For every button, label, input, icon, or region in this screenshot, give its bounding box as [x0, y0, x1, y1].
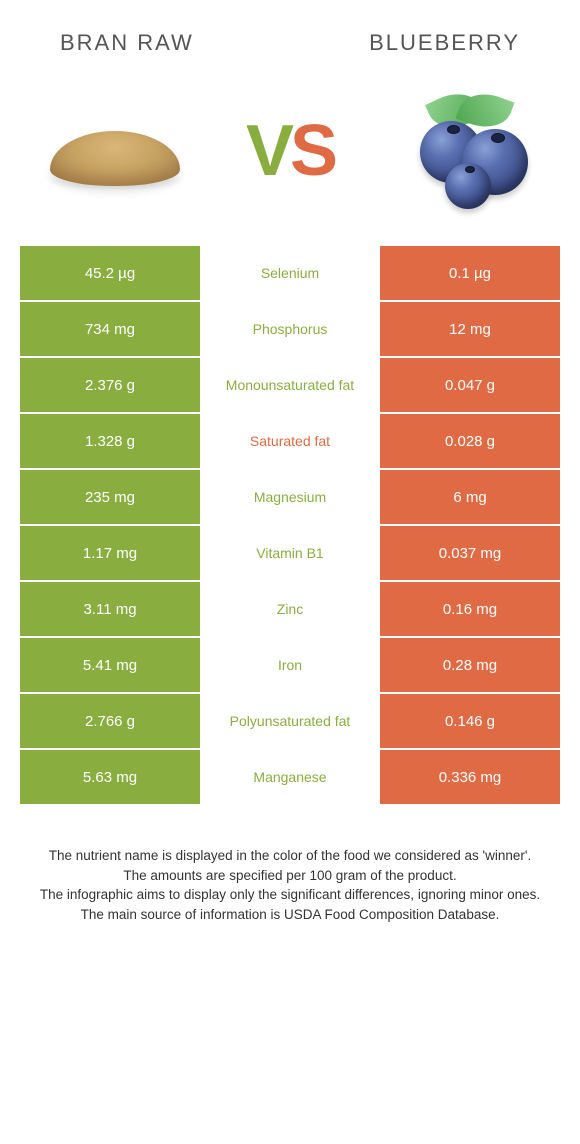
blueberry-image [380, 86, 550, 216]
nutrient-label: Saturated fat [200, 414, 380, 470]
value-right: 0.047 g [380, 358, 560, 414]
footer-line: The main source of information is USDA F… [30, 905, 550, 925]
table-row: 235 mgMagnesium6 mg [20, 470, 560, 526]
nutrient-label: Magnesium [200, 470, 380, 526]
nutrient-label: Polyunsaturated fat [200, 694, 380, 750]
value-left: 45.2 µg [20, 246, 200, 302]
table-row: 2.766 gPolyunsaturated fat0.146 g [20, 694, 560, 750]
table-row: 1.17 mgVitamin B10.037 mg [20, 526, 560, 582]
vs-v: V [246, 111, 290, 191]
table-row: 3.11 mgZinc0.16 mg [20, 582, 560, 638]
vs-label: VS [246, 115, 334, 187]
value-right: 0.037 mg [380, 526, 560, 582]
value-right: 12 mg [380, 302, 560, 358]
value-right: 0.146 g [380, 694, 560, 750]
vs-s: S [290, 111, 334, 191]
hero-row: VS [0, 66, 580, 246]
value-left: 1.17 mg [20, 526, 200, 582]
table-row: 2.376 gMonounsaturated fat0.047 g [20, 358, 560, 414]
value-left: 2.376 g [20, 358, 200, 414]
value-right: 6 mg [380, 470, 560, 526]
value-left: 5.41 mg [20, 638, 200, 694]
nutrient-label: Zinc [200, 582, 380, 638]
value-right: 0.16 mg [380, 582, 560, 638]
title-left: BRAN RAW [50, 30, 290, 56]
footer-line: The infographic aims to display only the… [30, 885, 550, 905]
value-left: 5.63 mg [20, 750, 200, 806]
comparison-infographic: BRAN RAW BLUEBERRY VS 45.2 µgSelenium0.1… [0, 0, 580, 924]
table-row: 734 mgPhosphorus12 mg [20, 302, 560, 358]
nutrient-label: Monounsaturated fat [200, 358, 380, 414]
table-row: 45.2 µgSelenium0.1 µg [20, 246, 560, 302]
value-right: 0.028 g [380, 414, 560, 470]
value-left: 2.766 g [20, 694, 200, 750]
footer-line: The nutrient name is displayed in the co… [30, 846, 550, 866]
nutrient-label: Selenium [200, 246, 380, 302]
table-row: 5.63 mgManganese0.336 mg [20, 750, 560, 806]
nutrient-label: Iron [200, 638, 380, 694]
footer-notes: The nutrient name is displayed in the co… [0, 806, 580, 924]
value-right: 0.1 µg [380, 246, 560, 302]
value-left: 1.328 g [20, 414, 200, 470]
value-right: 0.28 mg [380, 638, 560, 694]
table-row: 5.41 mgIron0.28 mg [20, 638, 560, 694]
footer-line: The amounts are specified per 100 gram o… [30, 866, 550, 886]
nutrient-label: Vitamin B1 [200, 526, 380, 582]
table-row: 1.328 gSaturated fat0.028 g [20, 414, 560, 470]
nutrient-label: Manganese [200, 750, 380, 806]
value-left: 3.11 mg [20, 582, 200, 638]
value-right: 0.336 mg [380, 750, 560, 806]
nutrient-table: 45.2 µgSelenium0.1 µg734 mgPhosphorus12 … [20, 246, 560, 806]
title-right: BLUEBERRY [290, 30, 530, 56]
bran-image [30, 86, 200, 216]
title-row: BRAN RAW BLUEBERRY [0, 0, 580, 66]
blueberry-icon [390, 91, 540, 211]
nutrient-label: Phosphorus [200, 302, 380, 358]
bran-pile-icon [40, 106, 190, 196]
value-left: 235 mg [20, 470, 200, 526]
value-left: 734 mg [20, 302, 200, 358]
